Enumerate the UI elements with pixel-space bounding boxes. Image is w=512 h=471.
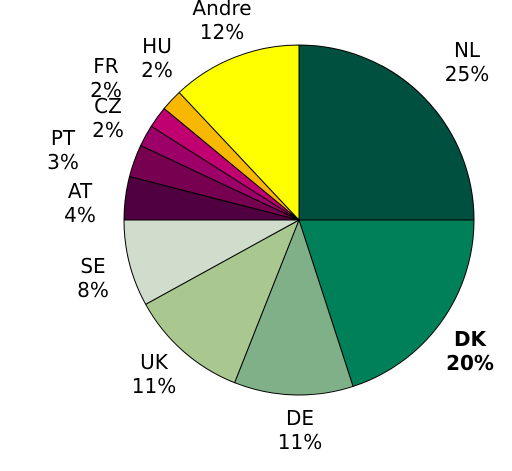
slice-value-uk: 11% (132, 374, 176, 398)
slice-name-andre: Andre (192, 0, 251, 20)
slice-value-at: 4% (64, 203, 96, 227)
slice-name-dk: DK (454, 327, 488, 351)
slice-label-at: AT 4% (64, 179, 96, 227)
slice-label-andre: Andre 12% (192, 0, 251, 44)
slice-name-fr: FR (93, 54, 119, 78)
slice-name-de: DE (286, 406, 314, 430)
slice-name-se: SE (80, 254, 105, 278)
slice-label-uk: UK 11% (132, 350, 176, 398)
slice-name-at: AT (68, 179, 93, 203)
slice-name-uk: UK (140, 350, 169, 374)
pie-slice-nl (298, 44, 475, 221)
slice-name-pt: PT (51, 126, 76, 150)
slice-label-cz: CZ 2% (92, 94, 124, 142)
slice-label-de: DE 11% (278, 406, 322, 454)
slice-value-pt: 3% (47, 150, 79, 174)
slice-value-dk: 20% (446, 351, 494, 375)
slice-value-de: 11% (278, 430, 322, 454)
slice-label-nl: NL 25% (445, 38, 489, 86)
slice-value-fr: 2% (90, 78, 122, 102)
slice-value-andre: 12% (200, 20, 244, 44)
pie-slice-de (234, 219, 354, 396)
slice-value-nl: 25% (445, 62, 489, 86)
slice-label-pt: PT 3% (47, 126, 79, 174)
pie-slice-andre (178, 44, 300, 221)
slice-name-cz: CZ (94, 94, 122, 118)
slice-value-hu: 2% (141, 58, 173, 82)
slice-label-se: SE 8% (77, 254, 109, 302)
slice-label-hu: HU 2% (141, 34, 173, 82)
slice-value-se: 8% (77, 278, 109, 302)
slice-label-fr: FR 2% (90, 54, 122, 102)
slice-name-nl: NL (454, 38, 481, 62)
pie-labels: NL 25%DK 20%DE 11%UK 11%SE 8%AT 4%PT 3%CZ 2%FR 2%… (47, 0, 494, 454)
pie-slices (123, 44, 475, 396)
pie-slice-dk (298, 219, 475, 387)
slice-label-dk: DK 20% (446, 327, 494, 375)
slice-value-cz: 2% (92, 118, 124, 142)
slice-name-hu: HU (142, 34, 172, 58)
pie-slice-uk (145, 219, 300, 384)
